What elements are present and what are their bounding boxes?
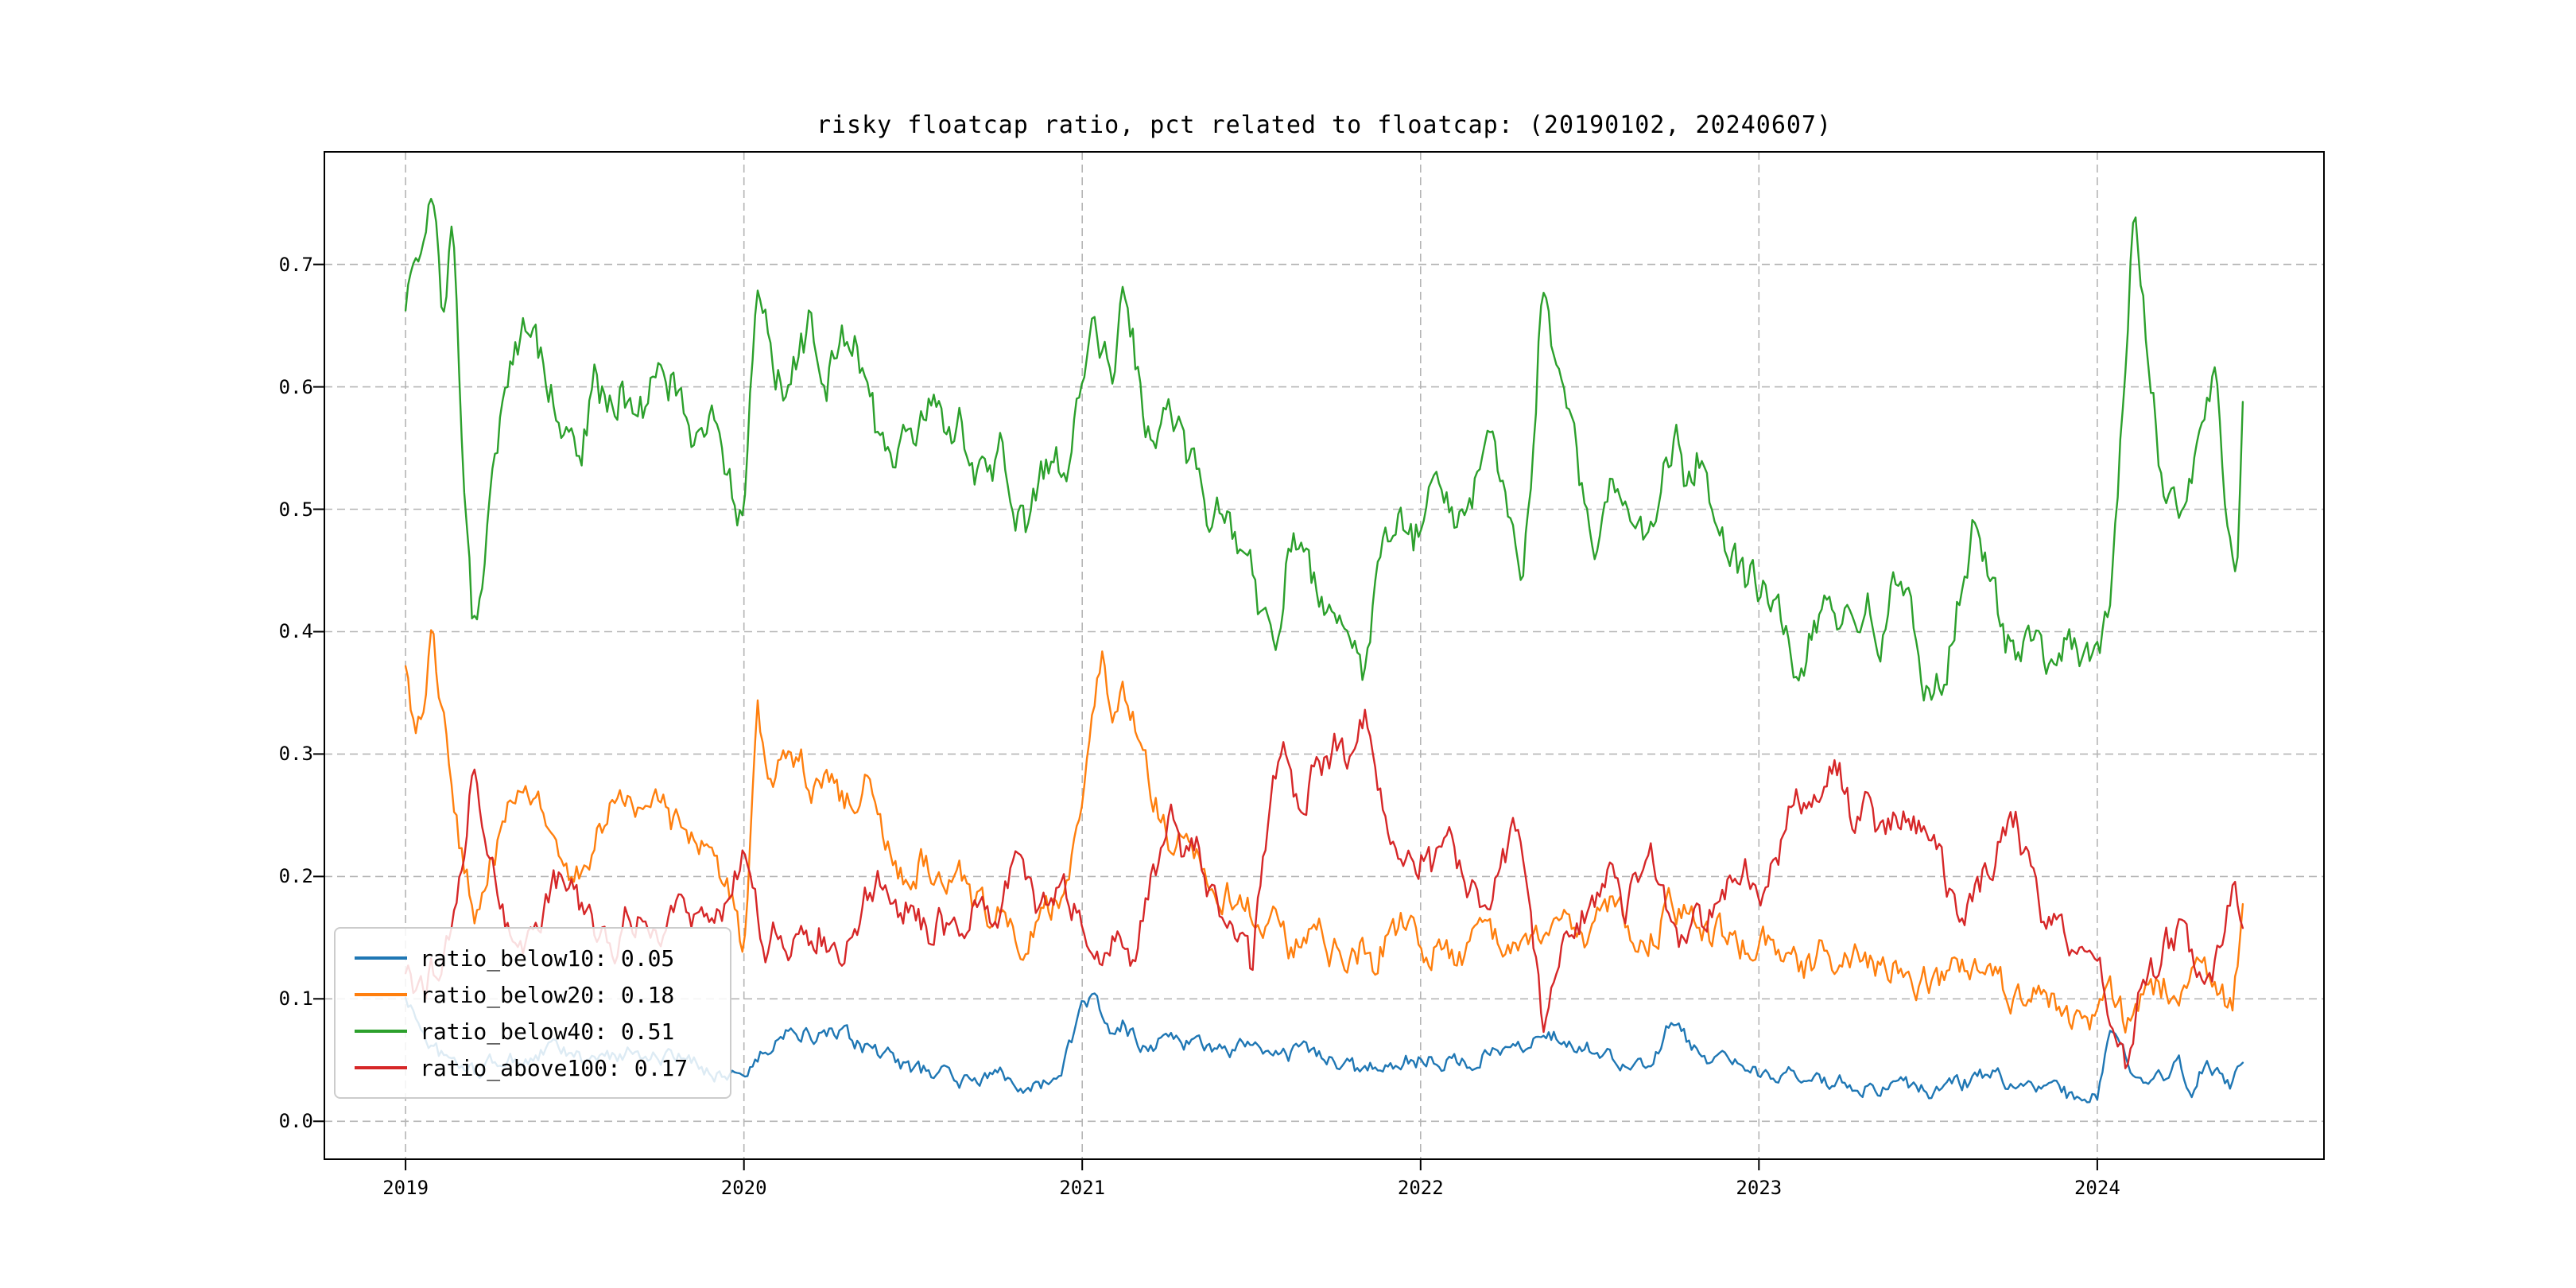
- legend-item-label: ratio_below20: 0.18: [420, 981, 675, 1008]
- legend-line-swatch: [355, 993, 407, 996]
- legend-line-swatch: [355, 1066, 407, 1069]
- chart-title: risky floatcap ratio, pct related to flo…: [816, 111, 1833, 139]
- y-tick-label: 0.3: [278, 743, 313, 766]
- y-tick-label: 0.0: [278, 1110, 313, 1133]
- x-tick-label: 2024: [2074, 1177, 2120, 1199]
- y-tick-label: 0.1: [278, 987, 313, 1011]
- legend-item-label: ratio_below10: 0.05: [420, 945, 675, 972]
- series-line-ratio_above100: [404, 708, 2244, 1069]
- series-line-ratio_below20: [404, 629, 2244, 1034]
- y-tick-label: 0.4: [278, 620, 313, 643]
- legend-item-ratio_below20: ratio_below20: 0.18: [343, 976, 722, 1013]
- legend-line-swatch: [355, 956, 407, 960]
- y-tick-label: 0.6: [278, 375, 313, 398]
- x-tick-label: 2023: [1736, 1177, 1783, 1199]
- y-tick-label: 0.7: [278, 253, 313, 276]
- x-tick-label: 2021: [1059, 1177, 1106, 1199]
- series-line-ratio_below40: [404, 197, 2244, 702]
- legend-line-swatch: [355, 1030, 407, 1033]
- legend-item-ratio_below10: ratio_below10: 0.05: [343, 940, 722, 976]
- axes-spines: [324, 151, 2325, 1160]
- legend-item-ratio_below40: ratio_below40: 0.51: [343, 1013, 722, 1049]
- legend-item-ratio_above100: ratio_above100: 0.17: [343, 1049, 722, 1086]
- legend-item-label: ratio_below40: 0.51: [420, 1018, 675, 1045]
- x-tick-label: 2022: [1397, 1177, 1444, 1199]
- y-tick-label: 0.5: [278, 498, 313, 521]
- legend: ratio_below10: 0.05 ratio_below20: 0.18 ra…: [334, 927, 731, 1099]
- x-tick-label: 2019: [382, 1177, 429, 1199]
- x-tick-label: 2020: [720, 1177, 767, 1199]
- legend-item-label: ratio_above100: 0.17: [420, 1054, 689, 1081]
- y-tick-label: 0.2: [278, 865, 313, 888]
